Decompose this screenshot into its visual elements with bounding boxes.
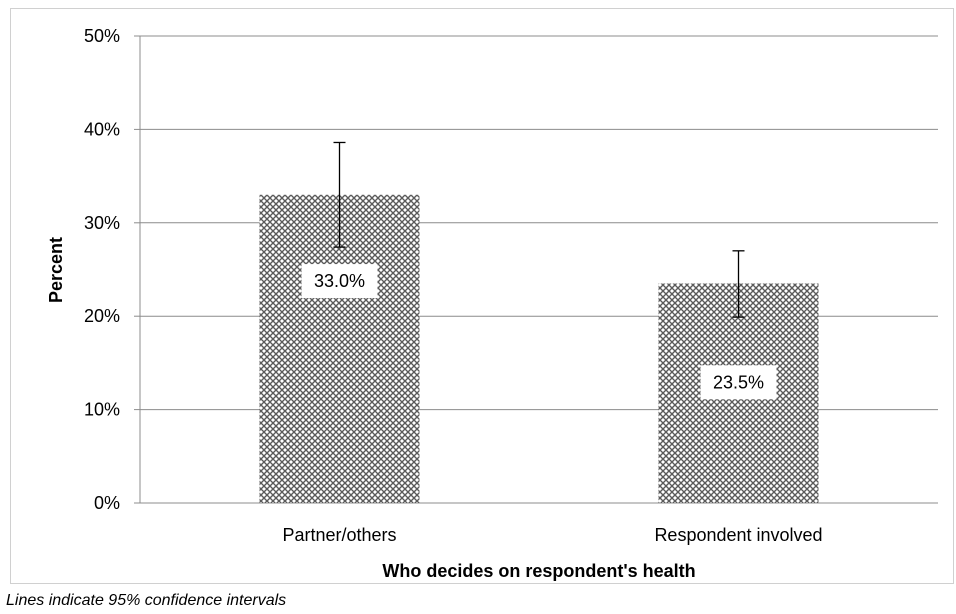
data-label-box — [700, 365, 777, 400]
y-tick-label: 0% — [94, 493, 120, 513]
bars-layer — [259, 194, 819, 503]
y-tick-label: 40% — [84, 119, 120, 139]
y-tick-label: 50% — [84, 26, 120, 46]
footnote: Lines indicate 95% confidence intervals — [6, 592, 287, 609]
labels-layer: 0% 10% 20% 30% 40% 50% 33.0% Partner/others 23.5… — [84, 26, 823, 545]
y-tick-label: 30% — [84, 213, 120, 233]
data-label-box — [301, 264, 378, 299]
errorbars-layer — [333, 141, 745, 318]
y-tick-label: 10% — [84, 400, 120, 420]
data-label: 23.5% — [713, 372, 764, 392]
chart-frame — [10, 8, 954, 584]
y-tick-label: 20% — [84, 306, 120, 326]
x-category-label: Respondent involved — [654, 525, 822, 545]
x-category-label: Partner/others — [282, 525, 396, 545]
data-label: 33.0% — [314, 271, 365, 291]
y-axis-title: Percent — [46, 237, 66, 303]
x-axis-title: Who decides on respondent's health — [382, 561, 695, 581]
